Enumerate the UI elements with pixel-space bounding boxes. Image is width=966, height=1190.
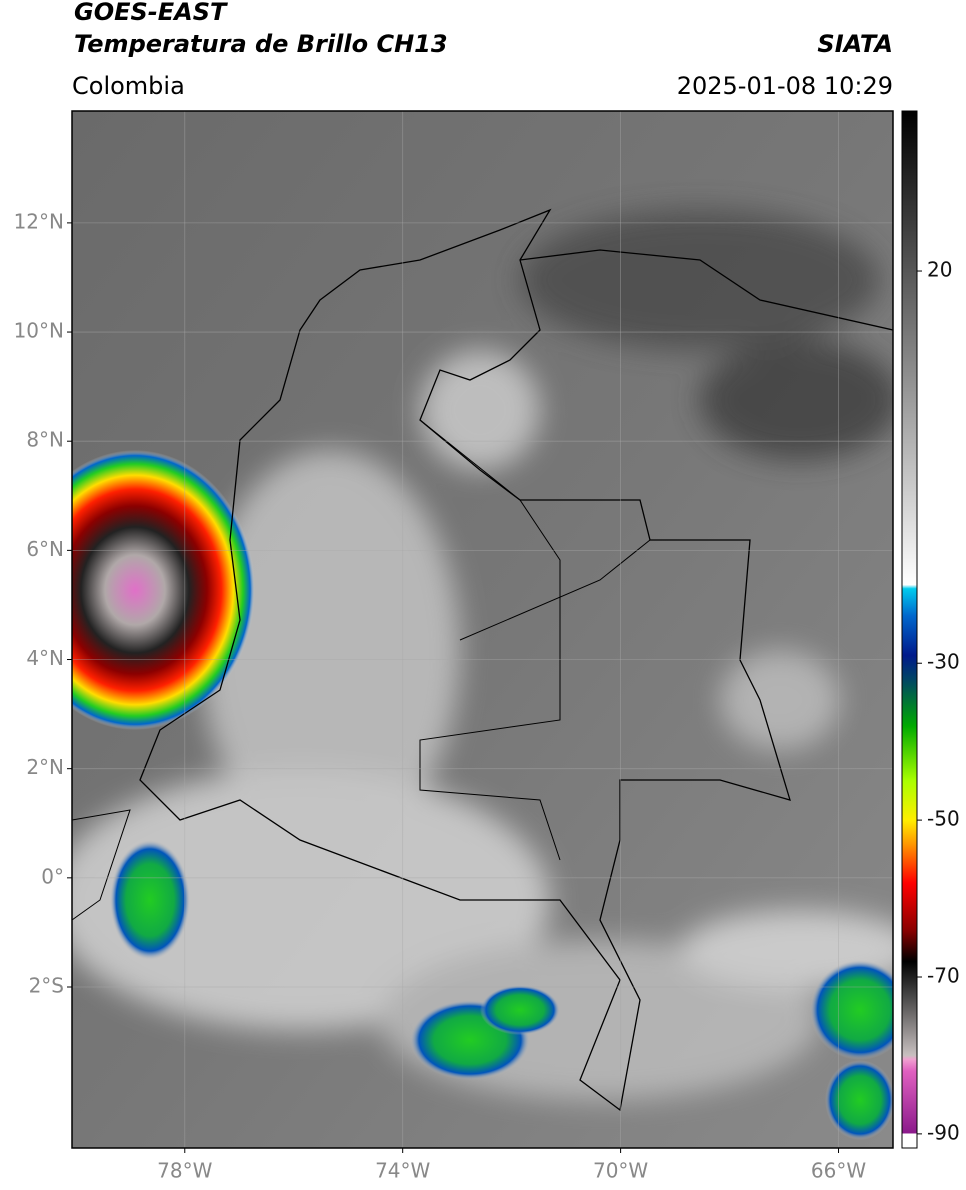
- region: Colombia: [72, 72, 185, 100]
- colorbar-tick-label: -70: [927, 963, 960, 987]
- y-tick-label: 8°N: [26, 428, 64, 452]
- x-tick-label: 78°W: [157, 1159, 212, 1183]
- colorbar-tick-label: -50: [927, 807, 960, 831]
- y-tick-label: 12°N: [14, 209, 64, 233]
- grid: [72, 111, 893, 1148]
- colorbar-tick-label: 20: [927, 258, 952, 282]
- x-tick-label: 74°W: [375, 1159, 430, 1183]
- y-tick-label: 2°S: [29, 973, 64, 997]
- colorbar-tick-label: -90: [927, 1120, 960, 1144]
- colorbar: [901, 110, 918, 1149]
- y-tick-label: 10°N: [14, 319, 64, 343]
- x-tick-label: 70°W: [593, 1159, 648, 1183]
- y-tick-label: 0°: [41, 864, 64, 888]
- x-tick-label: 66°W: [811, 1159, 866, 1183]
- y-tick-label: 2°N: [26, 755, 64, 779]
- y-tick-label: 6°N: [26, 537, 64, 561]
- title: GOES-EAST: [74, 0, 228, 26]
- map-image: [72, 111, 893, 1148]
- datetime: 2025-01-08 10:29: [677, 72, 893, 100]
- map-frame: [71, 110, 894, 1149]
- colorbar-tick-label: -30: [927, 650, 960, 674]
- subtitle: Temperatura de Brillo CH13: [74, 30, 448, 58]
- source: SIATA: [817, 30, 893, 58]
- y-tick-label: 4°N: [26, 646, 64, 670]
